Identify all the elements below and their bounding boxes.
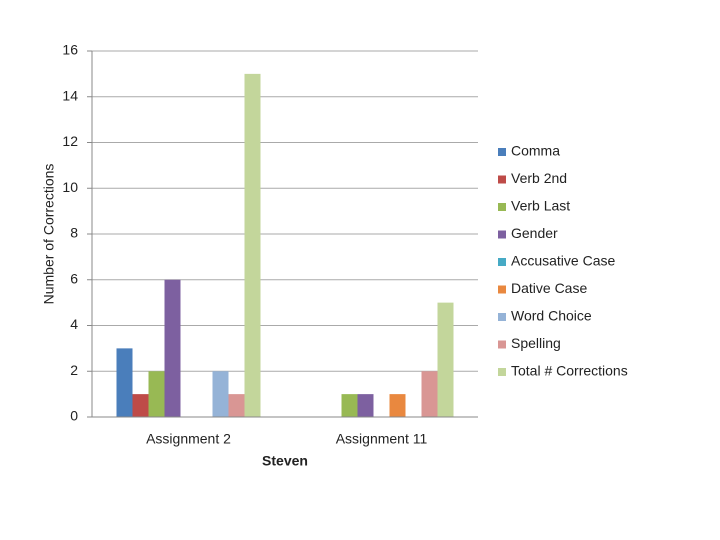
legend-swatch bbox=[498, 203, 506, 211]
legend-swatch bbox=[498, 258, 506, 266]
legend-swatch bbox=[498, 285, 506, 294]
y-tick-label: 16 bbox=[62, 42, 78, 58]
y-tick-label: 6 bbox=[70, 270, 78, 286]
y-tick-label: 8 bbox=[70, 225, 78, 241]
x-tick-label: Assignment 2 bbox=[146, 431, 231, 447]
legend-label: Comma bbox=[511, 143, 560, 159]
legend-swatch bbox=[498, 340, 506, 349]
legend-swatch bbox=[498, 148, 506, 156]
legend-label: Total # Corrections bbox=[511, 363, 628, 379]
legend-label: Gender bbox=[511, 225, 558, 241]
legend-swatch bbox=[498, 230, 506, 239]
bar bbox=[357, 394, 374, 417]
y-tick-label: 10 bbox=[62, 179, 78, 195]
x-tick-label: Assignment 11 bbox=[336, 431, 428, 447]
y-tick-label: 4 bbox=[70, 316, 78, 332]
bar bbox=[389, 394, 406, 417]
bar bbox=[116, 348, 133, 417]
bar bbox=[244, 73, 261, 417]
bar bbox=[164, 279, 181, 417]
bar bbox=[132, 394, 149, 417]
bar bbox=[421, 371, 438, 417]
y-tick-label: 14 bbox=[62, 87, 78, 103]
bar bbox=[212, 371, 229, 417]
bar bbox=[228, 394, 245, 417]
legend-label: Spelling bbox=[511, 335, 561, 351]
x-axis-label: Steven bbox=[262, 453, 308, 469]
y-tick-label: 12 bbox=[62, 133, 78, 149]
legend-swatch bbox=[498, 368, 506, 376]
legend-swatch bbox=[498, 175, 506, 184]
bar bbox=[148, 371, 165, 417]
legend-label: Dative Case bbox=[511, 280, 587, 296]
y-tick-label: 2 bbox=[70, 362, 78, 378]
legend-label: Verb Last bbox=[511, 198, 570, 214]
y-tick-label: 0 bbox=[70, 408, 78, 424]
legend-label: Verb 2nd bbox=[511, 170, 567, 186]
legend-label: Word Choice bbox=[511, 308, 592, 324]
legend-label: Accusative Case bbox=[511, 253, 615, 269]
bar bbox=[437, 302, 454, 417]
y-axis-label: Number of Corrections bbox=[41, 164, 57, 305]
bar bbox=[341, 394, 358, 417]
legend-swatch bbox=[498, 313, 506, 321]
